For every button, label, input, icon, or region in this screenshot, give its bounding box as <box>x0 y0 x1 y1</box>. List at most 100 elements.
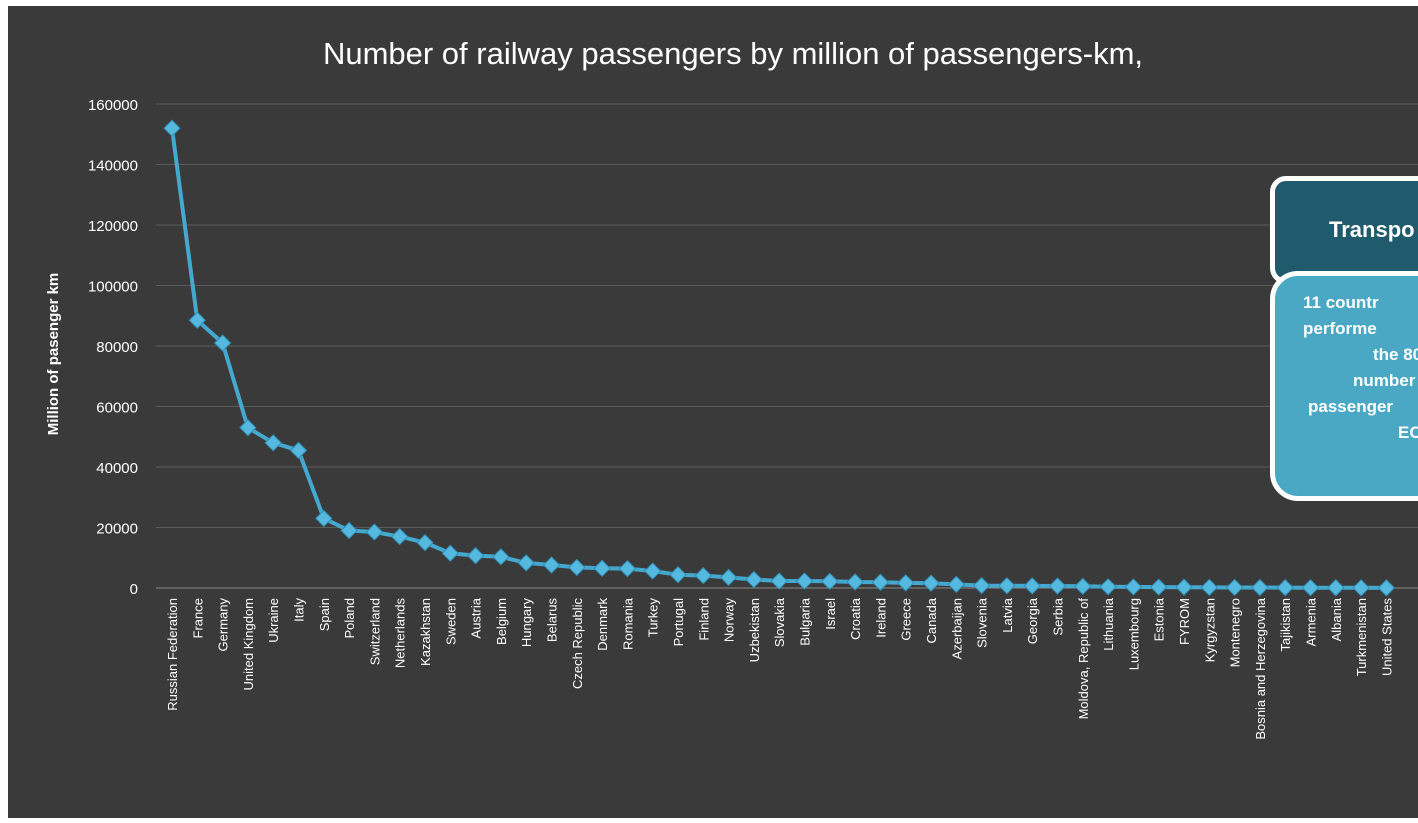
data-point <box>1352 579 1370 597</box>
data-markers <box>163 119 1396 597</box>
x-tick-label: Serbia <box>1051 597 1066 635</box>
chart-title: Number of railway passengers by million … <box>323 36 1143 71</box>
x-tick-label: Uzbekistan <box>747 598 762 662</box>
y-tick-label: 80000 <box>96 339 138 356</box>
x-tick-label: Finland <box>696 598 711 641</box>
data-point <box>1327 579 1345 597</box>
callout-body: 11 countr performe the 80 number passeng… <box>1270 271 1418 501</box>
x-tick-label: Austria <box>469 597 484 638</box>
x-tick-label: Germany <box>216 598 231 652</box>
x-tick-label: Georgia <box>1025 597 1040 644</box>
x-tick-label: Romania <box>620 597 635 650</box>
callout-line: performe <box>1303 319 1377 338</box>
chart-frame: Number of railway passengers by million … <box>8 6 1418 818</box>
x-tick-label: Belgium <box>494 598 509 645</box>
data-point <box>593 559 611 578</box>
callout-line: number <box>1353 371 1416 390</box>
data-point <box>998 577 1016 595</box>
data-point <box>643 562 662 580</box>
data-point <box>922 574 940 592</box>
x-tick-label: Ireland <box>873 598 888 638</box>
data-point <box>618 559 637 578</box>
x-tick-label: France <box>190 598 205 638</box>
callout-line: the 80 <box>1373 345 1418 364</box>
x-tick-label: Netherlands <box>393 598 408 669</box>
x-tick-label: Portugal <box>671 598 686 647</box>
callout-line: passenger <box>1308 397 1394 416</box>
data-point <box>669 565 687 584</box>
x-tick-label: Kazakhstan <box>418 598 433 666</box>
x-tick-label: Poland <box>342 598 357 638</box>
data-point <box>1276 578 1294 597</box>
x-tick-label: Ukraine <box>266 598 281 643</box>
data-point <box>264 434 282 452</box>
x-tick-label: Albania <box>1329 597 1344 641</box>
data-point <box>188 311 207 329</box>
x-tick-label: Latvia <box>1000 597 1015 632</box>
x-tick-label: Azerbaijan <box>949 598 964 659</box>
data-point <box>542 556 561 574</box>
data-point <box>441 544 460 562</box>
x-tick-label: Canada <box>924 597 939 643</box>
y-tick-label: 0 <box>130 581 138 598</box>
y-tick-label: 40000 <box>96 460 138 477</box>
x-tick-label: Moldova, Republic of <box>1076 598 1091 720</box>
data-point <box>972 576 991 595</box>
x-tick-label: Lithuania <box>1101 597 1116 651</box>
callout-line: ECE <box>1398 423 1418 442</box>
y-tick-label: 20000 <box>96 521 138 538</box>
x-tick-label: Slovakia <box>772 597 787 647</box>
data-point <box>315 509 333 528</box>
data-point <box>1251 578 1269 597</box>
callout-line: 11 countr <box>1303 293 1379 312</box>
gridlines <box>156 103 1418 589</box>
data-point <box>1023 577 1041 595</box>
data-point <box>871 573 890 591</box>
data-point <box>694 566 713 585</box>
x-tick-label: Bosnia and Herzegovina <box>1253 597 1268 739</box>
data-point <box>517 554 535 572</box>
x-tick-label: Greece <box>899 598 914 641</box>
data-point <box>568 558 586 577</box>
callout-header: Transpo <box>1270 176 1418 284</box>
x-tick-label: Tajikistan <box>1278 598 1293 651</box>
data-point <box>846 573 864 591</box>
x-tick-label: Bulgaria <box>798 597 813 645</box>
x-tick-label: Czech Republic <box>570 598 585 690</box>
data-point <box>1225 578 1244 597</box>
data-point <box>896 574 915 592</box>
y-tick-label: 140000 <box>88 158 138 175</box>
y-tick-label: 60000 <box>96 400 138 417</box>
x-tick-label: Switzerland <box>367 598 382 665</box>
data-point <box>163 119 181 137</box>
data-point <box>1074 577 1092 596</box>
x-tick-label: Turkmenistan <box>1354 598 1369 676</box>
x-tick-label: Italy <box>292 598 307 622</box>
data-point <box>745 570 763 589</box>
data-point <box>340 521 358 540</box>
data-point <box>289 441 308 460</box>
data-point <box>416 533 434 552</box>
data-point <box>1377 579 1396 597</box>
x-tick-label: Sweden <box>443 598 458 645</box>
x-tick-label: United Kingdom <box>241 598 256 691</box>
data-point <box>1124 578 1143 596</box>
data-point <box>492 548 510 566</box>
data-point <box>1099 578 1117 596</box>
x-tick-label: Estonia <box>1152 597 1167 641</box>
x-tick-label: FYROM <box>1177 598 1192 645</box>
data-point <box>1175 578 1193 596</box>
y-tick-label: 160000 <box>88 97 138 114</box>
data-point <box>719 568 738 587</box>
data-point <box>770 572 788 590</box>
y-tick-label: 100000 <box>88 279 138 296</box>
y-tick-labels: 0 20000 40000 60000 80000 100000 120000 140000 1… <box>88 97 138 598</box>
x-tick-label: Luxembourg <box>1126 598 1141 670</box>
x-tick-label: Kyrgyzstan <box>1202 598 1217 662</box>
series-line <box>170 127 1387 590</box>
x-tick-label: Denmark <box>595 598 610 651</box>
data-point <box>239 418 257 437</box>
y-tick-label: 120000 <box>88 218 138 235</box>
data-point <box>1301 578 1320 597</box>
x-tick-label: Russian Federation <box>165 598 180 711</box>
